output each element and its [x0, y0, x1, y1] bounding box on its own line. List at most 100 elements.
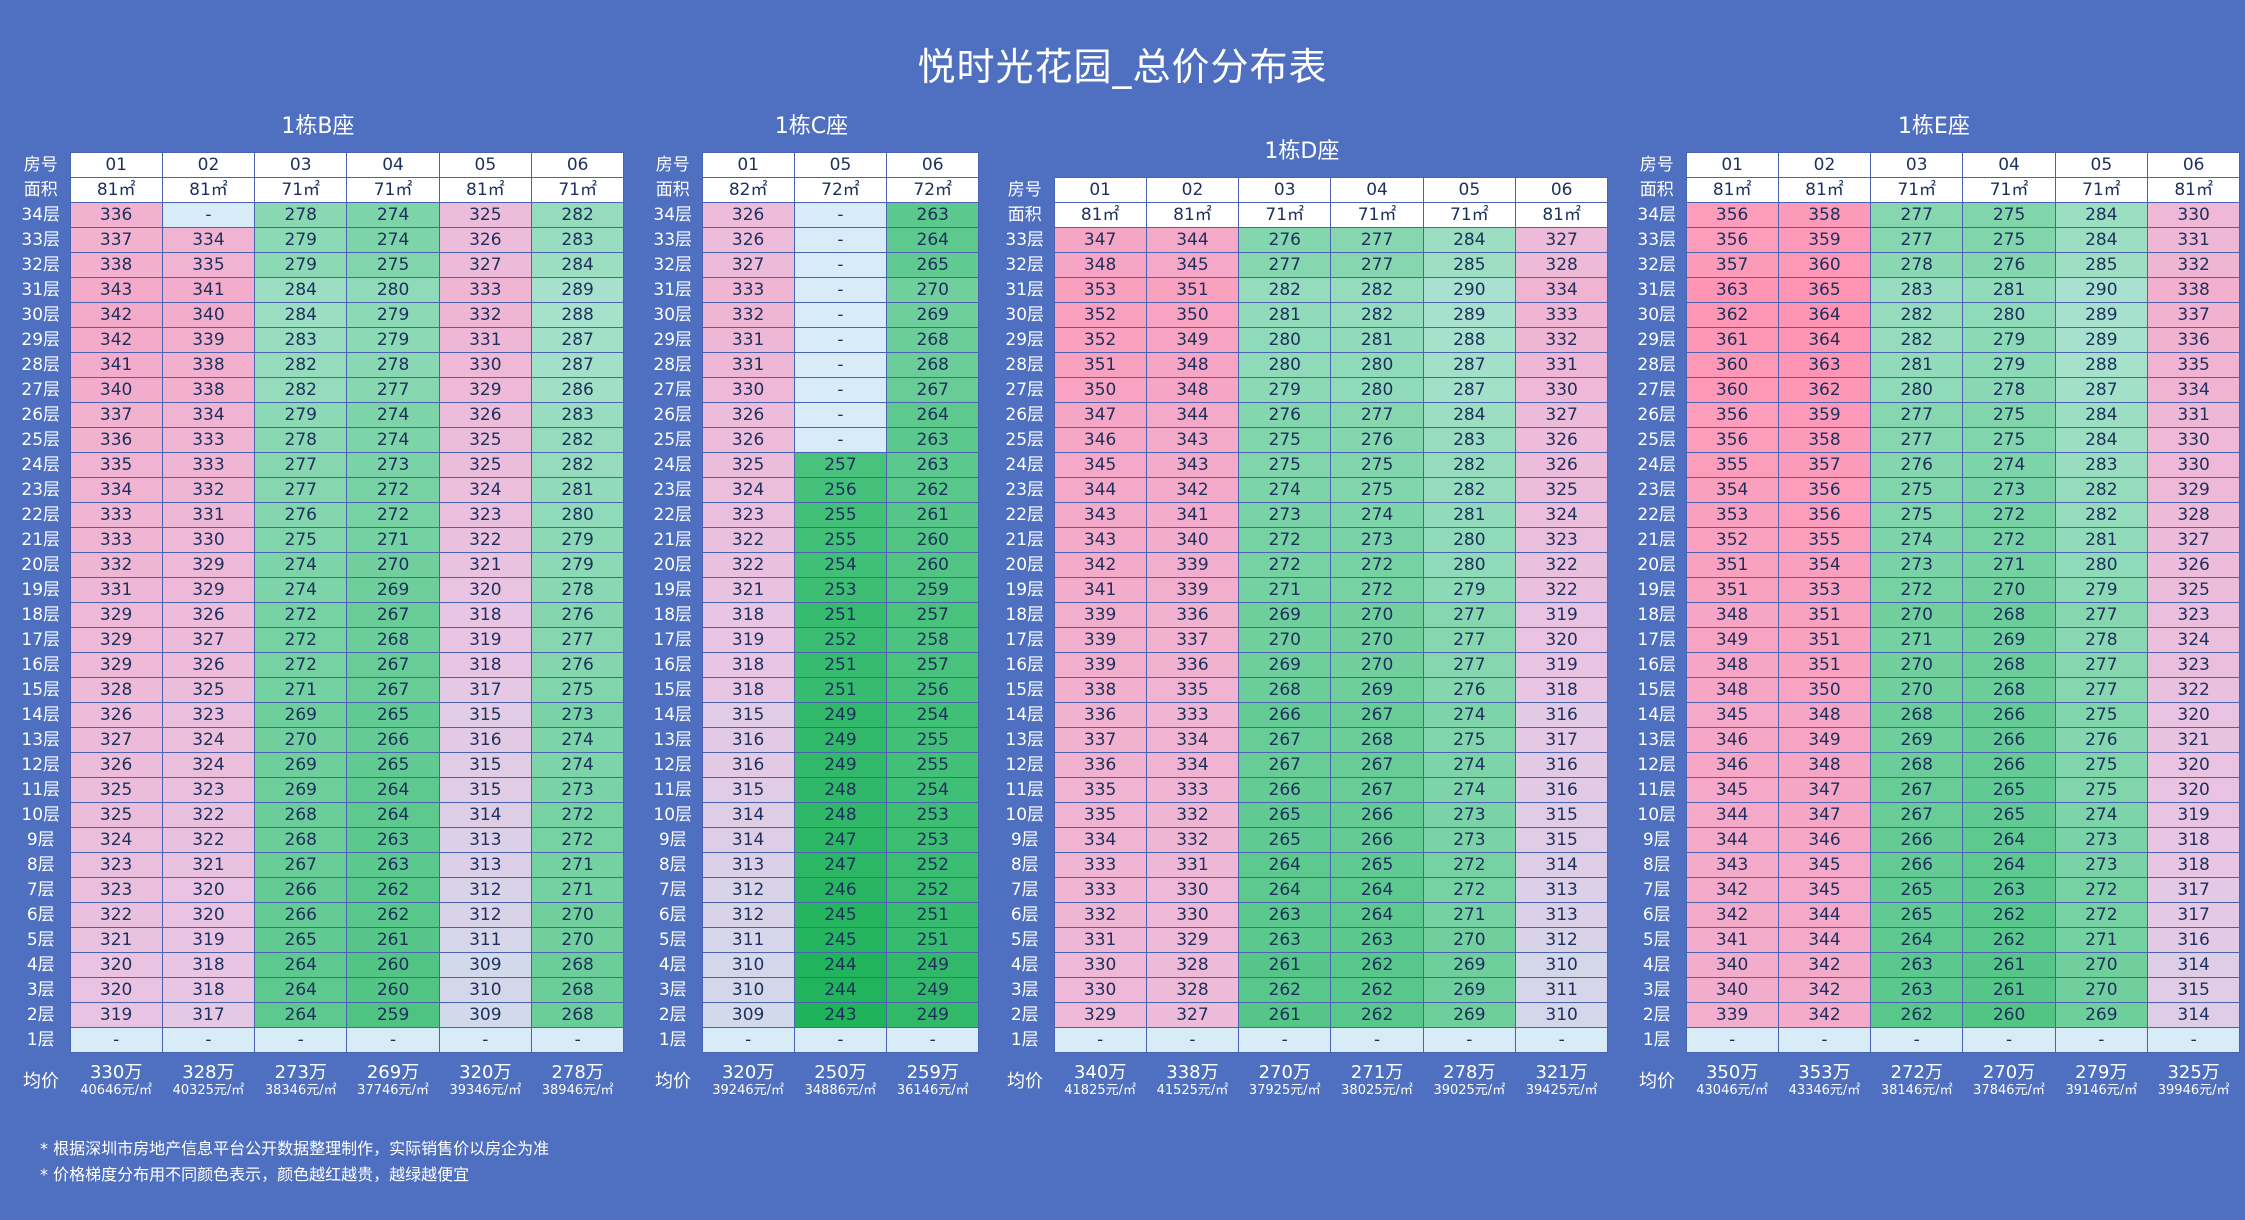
average-row: 均价 350万 43046元/㎡ 353万 43346元/㎡ 272万 38146元/㎡ 27…: [1628, 1053, 2240, 1111]
area-header-row: 面积 81㎡ 81㎡ 71㎡ 71㎡ 71㎡ 81㎡: [1628, 177, 2241, 203]
price-cell: 281: [1238, 302, 1332, 328]
floor-label: 13层: [653, 729, 693, 750]
floor-label: 5层: [26, 929, 55, 950]
price-cell: 328: [2146, 502, 2241, 528]
floor-label: 9层: [1642, 829, 1671, 850]
price-cell: 282: [530, 427, 625, 453]
area-header-row-label: 面积: [23, 179, 58, 200]
price-cell: 282: [2054, 477, 2148, 503]
average-cell: 271万 38025元/㎡: [1331, 1053, 1423, 1111]
price-cell: 337: [1145, 627, 1240, 653]
price-cell: 277: [530, 627, 625, 653]
price-cell: 270: [1330, 652, 1424, 678]
price-cell: 342: [1777, 1002, 1872, 1028]
floor-label: 27层: [1637, 379, 1677, 400]
price-cell: 273: [530, 702, 625, 728]
price-cell: 322: [701, 527, 795, 553]
price-cell: 340: [161, 302, 256, 328]
floor-label: 4层: [1642, 954, 1671, 975]
price-cell: 348: [1685, 652, 1779, 678]
floor-row: 30层 342 340 284 279 332 288: [12, 302, 625, 328]
price-cell: -: [1685, 1027, 1779, 1053]
floor-label: 5层: [1642, 929, 1671, 950]
price-cell: 362: [1777, 377, 1872, 403]
price-cell: 283: [1870, 277, 1964, 303]
average-cell: 270万 37846元/㎡: [1963, 1053, 2055, 1111]
price-cell: 256: [793, 477, 888, 503]
price-cell: 322: [161, 827, 256, 853]
price-cell: 349: [1777, 727, 1872, 753]
price-cell: 277: [1870, 227, 1964, 253]
price-cell: 273: [1422, 802, 1516, 828]
price-cell: 325: [438, 452, 532, 478]
floor-row: 12层 336 334 267 267 274 316: [996, 752, 1609, 778]
price-cell: -: [793, 252, 888, 278]
floor-row: 4层 310 244 249: [644, 952, 980, 978]
price-cell: 355: [1777, 527, 1872, 553]
price-cell: 314: [438, 802, 532, 828]
price-cell: 271: [1870, 627, 1964, 653]
price-cell: 322: [1514, 552, 1609, 578]
price-cell: 345: [1777, 852, 1872, 878]
area-header-row: 面积 81㎡ 81㎡ 71㎡ 71㎡ 71㎡ 81㎡: [996, 202, 1609, 228]
price-cell: 315: [701, 702, 795, 728]
floor-row: 2层 319 317 264 259 309 268: [12, 1002, 625, 1028]
price-cell: 333: [1145, 702, 1240, 728]
price-cell: 268: [530, 977, 625, 1003]
price-cell: 364: [1777, 327, 1872, 353]
floor-row: 18层 318 251 257: [644, 602, 980, 628]
price-cell: 267: [1870, 802, 1964, 828]
floor-row: 21层 343 340 272 273 280 323: [996, 527, 1609, 553]
price-cell: 284: [254, 277, 348, 303]
price-cell: 356: [1777, 502, 1872, 528]
average-total-price: 278万: [551, 1061, 604, 1083]
floor-row: 32层 338 335 279 275 327 284: [12, 252, 625, 278]
price-cell: 336: [1145, 652, 1240, 678]
price-cell: 277: [1422, 652, 1516, 678]
price-cell: 351: [1777, 652, 1872, 678]
floor-row: 25层 336 333 278 274 325 282: [12, 427, 625, 453]
average-unit-price: 40325元/㎡: [172, 1082, 245, 1098]
average-cell: 328万 40325元/㎡: [162, 1053, 254, 1111]
price-cell: 276: [2054, 727, 2148, 753]
floor-row: 24层 325 257 263: [644, 452, 980, 478]
floor-label: 23层: [653, 479, 693, 500]
floor-row: 2层 339 342 262 260 269 314: [1628, 1002, 2241, 1028]
price-cell: 323: [701, 502, 795, 528]
price-cell: 264: [1962, 852, 2056, 878]
price-cell: 275: [1422, 727, 1516, 753]
floor-label: 30层: [1637, 304, 1677, 325]
price-cell: 275: [1870, 477, 1964, 503]
price-cell: 255: [886, 727, 980, 753]
price-cell: 312: [438, 902, 532, 928]
area-header-row-cell: 81㎡: [2146, 177, 2241, 203]
price-cell: 265: [1238, 827, 1332, 853]
average-total-price: 320万: [721, 1061, 775, 1083]
price-cell: 343: [1145, 427, 1240, 453]
price-cell: -: [793, 327, 888, 353]
floor-label: 33层: [1005, 229, 1045, 250]
price-cell: 287: [1422, 352, 1516, 378]
price-cell: 264: [1330, 877, 1424, 903]
floor-label: 30层: [21, 304, 61, 325]
price-cell: 337: [2146, 302, 2241, 328]
price-cell: 331: [701, 327, 795, 353]
price-cell: 275: [2054, 702, 2148, 728]
floor-label: 15层: [1005, 679, 1045, 700]
price-cell: -: [1238, 1027, 1332, 1053]
price-cell: 289: [530, 277, 625, 303]
price-cell: 266: [1962, 727, 2056, 753]
price-cell: 276: [1422, 677, 1516, 703]
price-cell: 312: [1514, 927, 1609, 953]
price-cell: 245: [793, 902, 888, 928]
price-cell: 261: [1962, 977, 2056, 1003]
price-cell: 269: [1422, 977, 1516, 1003]
price-cell: 332: [69, 552, 163, 578]
price-cell: 275: [254, 527, 348, 553]
price-cell: 288: [1422, 327, 1516, 353]
price-cell: 347: [1053, 227, 1147, 253]
price-cell: 269: [346, 577, 440, 603]
price-cell: 268: [346, 627, 440, 653]
price-cell: 282: [1330, 277, 1424, 303]
floor-label: 18层: [1005, 604, 1045, 625]
